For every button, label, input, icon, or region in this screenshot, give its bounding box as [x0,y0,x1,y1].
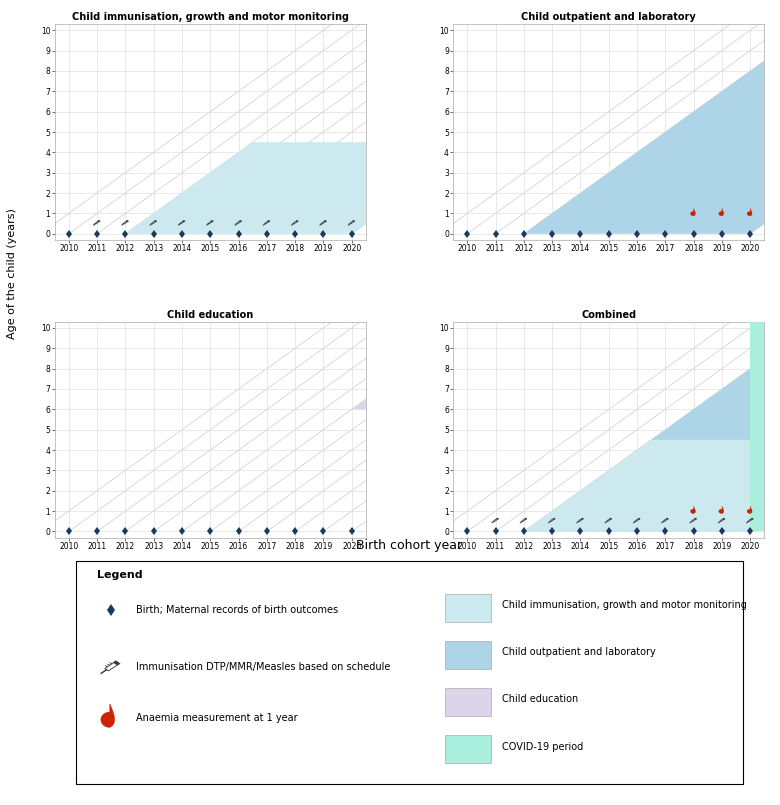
Polygon shape [747,506,752,514]
Polygon shape [126,221,129,222]
Polygon shape [748,518,752,522]
Polygon shape [723,518,725,519]
Text: Legend: Legend [98,570,143,580]
Polygon shape [663,518,668,522]
Polygon shape [524,328,780,531]
Text: Birth cohort year: Birth cohort year [356,539,463,552]
Polygon shape [154,221,157,222]
Polygon shape [720,518,724,522]
FancyBboxPatch shape [445,687,491,716]
Polygon shape [98,221,101,222]
Polygon shape [324,221,327,222]
Polygon shape [579,518,583,522]
Text: COVID-19 period: COVID-19 period [502,741,583,752]
Polygon shape [183,221,185,222]
Polygon shape [211,221,214,222]
Polygon shape [750,322,764,531]
Polygon shape [550,518,554,522]
Polygon shape [126,142,479,233]
Polygon shape [690,208,696,216]
Polygon shape [239,221,242,222]
Polygon shape [123,221,127,224]
Polygon shape [638,518,640,519]
Polygon shape [524,440,780,531]
Text: Child immunisation, growth and motor monitoring: Child immunisation, growth and motor mon… [502,601,746,610]
Polygon shape [690,506,696,514]
Polygon shape [353,221,355,222]
Polygon shape [296,221,299,222]
Text: Child outpatient and laboratory: Child outpatient and laboratory [502,647,655,658]
Polygon shape [581,518,583,519]
Polygon shape [747,208,752,216]
Polygon shape [265,221,269,224]
Polygon shape [208,221,212,224]
Polygon shape [607,518,611,522]
Polygon shape [268,221,270,222]
Polygon shape [719,208,724,216]
Polygon shape [719,506,724,514]
FancyBboxPatch shape [445,593,491,621]
Polygon shape [321,221,325,224]
Text: Age of the child (years): Age of the child (years) [7,208,16,339]
Polygon shape [553,518,555,519]
Polygon shape [494,518,498,522]
Title: Child education: Child education [167,310,254,320]
Polygon shape [610,518,612,519]
Polygon shape [692,518,696,522]
Title: Child outpatient and laboratory: Child outpatient and laboratory [521,12,696,22]
Polygon shape [236,221,240,224]
Polygon shape [751,518,753,519]
Polygon shape [352,328,635,409]
Title: Child immunisation, growth and motor monitoring: Child immunisation, growth and motor mon… [72,12,349,22]
Polygon shape [635,518,639,522]
Polygon shape [524,31,780,233]
Text: Birth; Maternal records of birth outcomes: Birth; Maternal records of birth outcome… [136,605,339,615]
FancyBboxPatch shape [445,735,491,763]
Polygon shape [151,221,156,224]
Polygon shape [666,518,668,519]
Title: Combined: Combined [581,310,636,320]
Polygon shape [497,518,498,519]
Text: Immunisation DTP/MMR/Measles based on schedule: Immunisation DTP/MMR/Measles based on sc… [136,662,391,671]
FancyBboxPatch shape [445,641,491,669]
Polygon shape [349,221,354,224]
Polygon shape [695,518,697,519]
Polygon shape [522,518,526,522]
Polygon shape [180,221,184,224]
Text: Anaemia measurement at 1 year: Anaemia measurement at 1 year [136,713,298,724]
Polygon shape [293,221,297,224]
FancyBboxPatch shape [76,560,743,784]
Polygon shape [750,328,780,409]
Polygon shape [525,518,527,519]
Text: Child education: Child education [502,695,578,704]
Polygon shape [95,221,99,224]
